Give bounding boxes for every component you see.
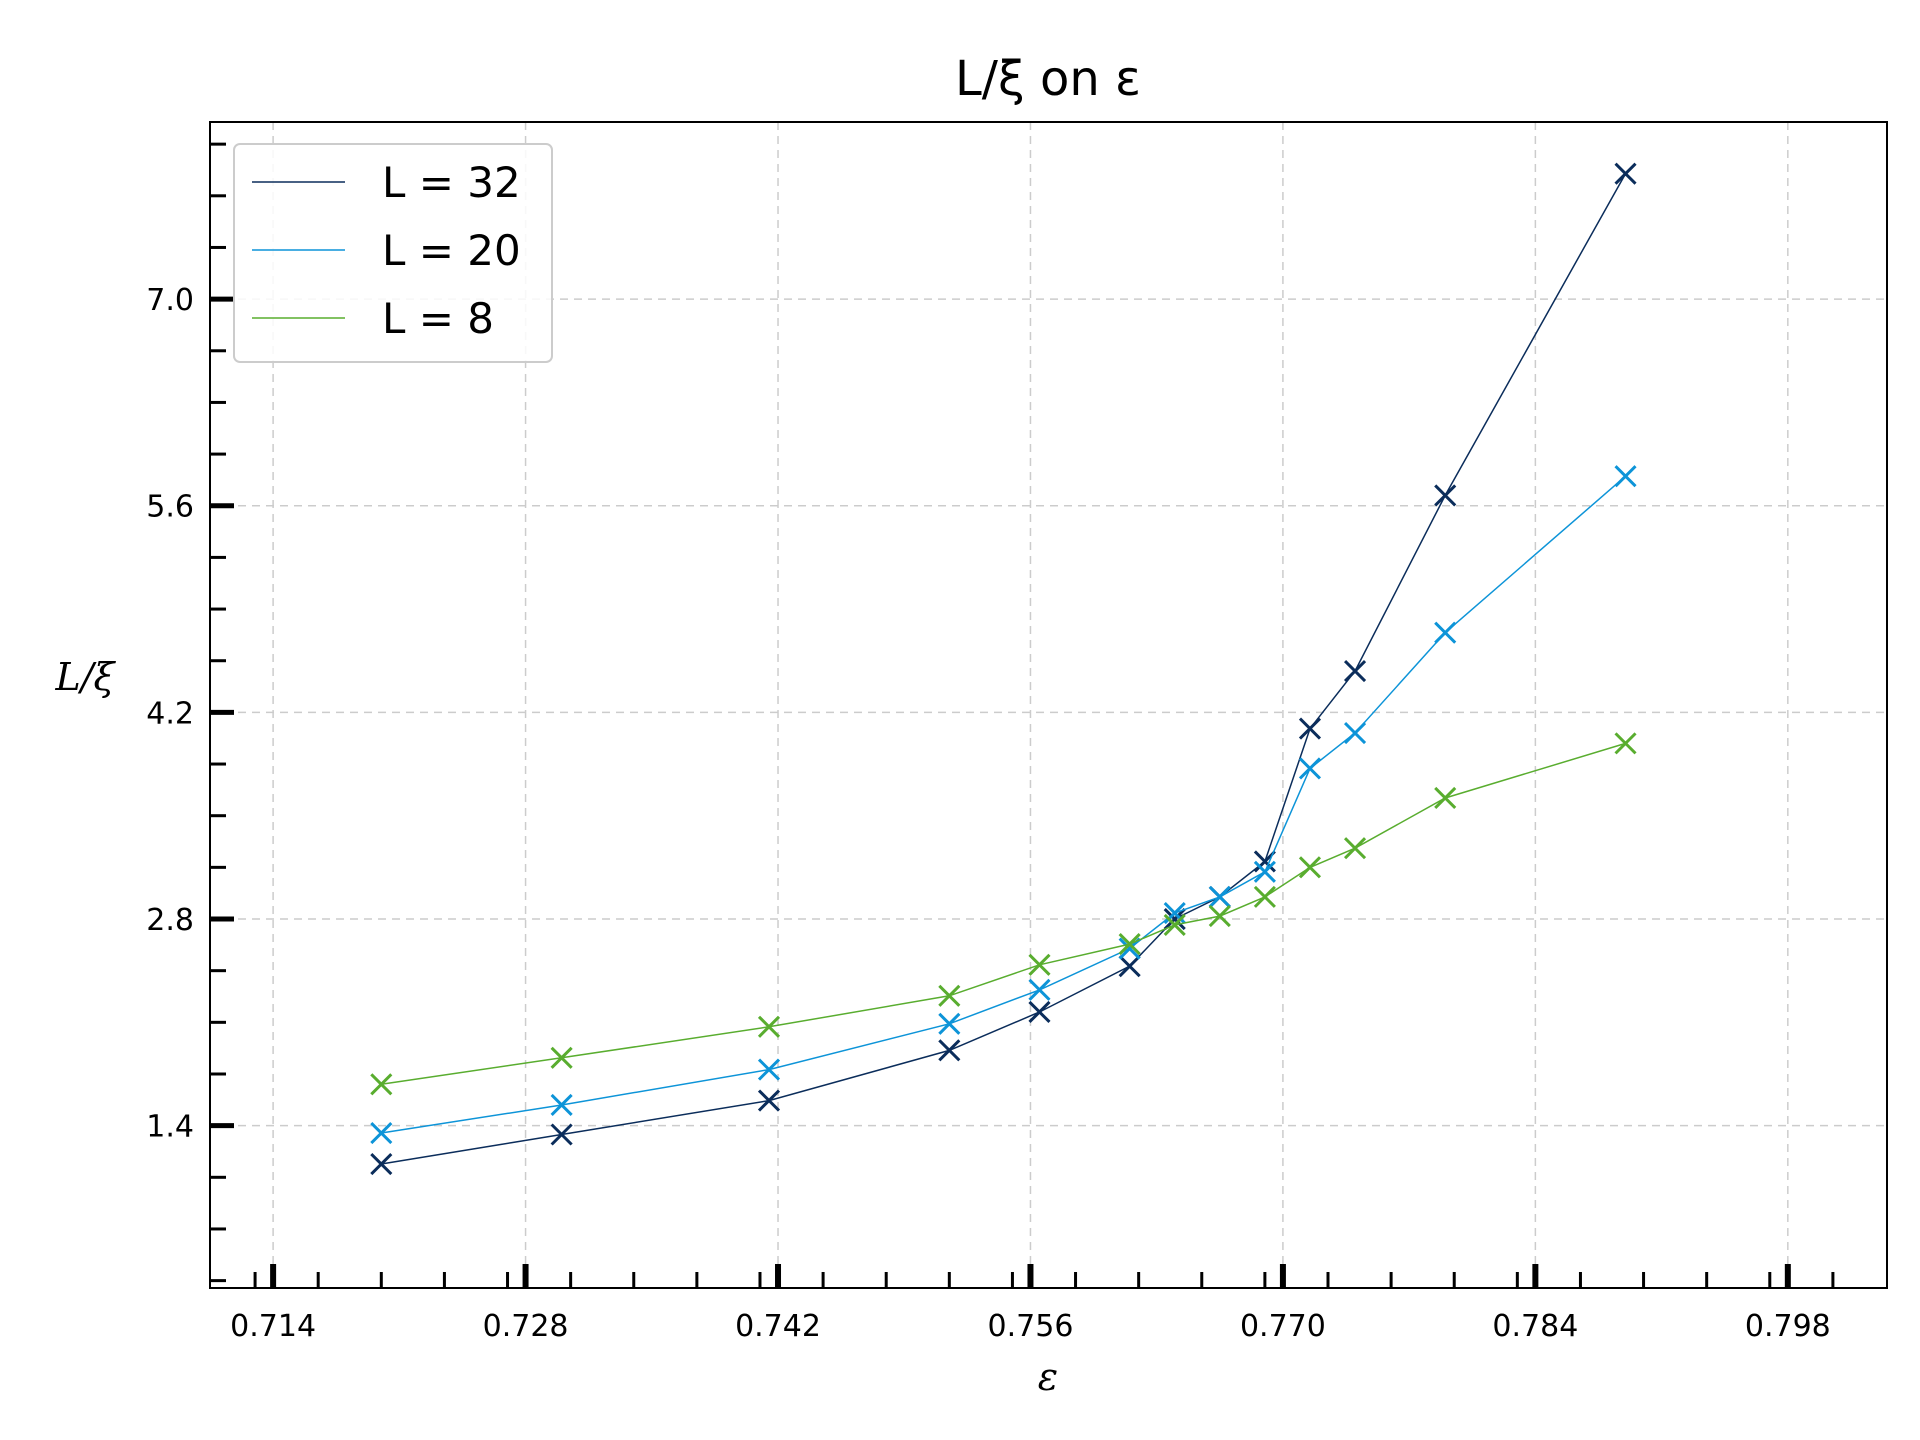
- data-point-marker: [1434, 621, 1457, 644]
- y-tick-label: 2.8: [146, 903, 194, 938]
- series-line: [381, 742, 1626, 1086]
- x-tick-label: 0.770: [1240, 1309, 1326, 1344]
- data-point-marker: [370, 1121, 393, 1145]
- data-point-marker: [1028, 1000, 1051, 1024]
- data-point-marker: [1253, 885, 1276, 908]
- x-axis-title: ε: [1038, 1355, 1058, 1399]
- data-point-marker: [938, 1012, 961, 1035]
- y-tick-label: 5.6: [146, 490, 194, 525]
- data-point-marker: [1118, 933, 1141, 956]
- data-point-marker: [938, 1039, 961, 1062]
- data-point-marker: [1298, 717, 1322, 740]
- y-tick-label: 1.4: [146, 1110, 194, 1145]
- data-point-marker: [1163, 913, 1186, 936]
- data-point-marker: [550, 1046, 573, 1069]
- data-point-marker: [550, 1123, 573, 1146]
- series-line: [381, 173, 1627, 1165]
- data-point-marker: [1343, 721, 1367, 745]
- data-point-marker: [1118, 955, 1141, 978]
- axis-ticks: 0.714 0.728 0.742 0.756 0.770 0.784 0.798 1.4 2.…: [146, 142, 1835, 1344]
- x-tick-label: 0.798: [1745, 1309, 1831, 1344]
- data-point-marker: [1343, 659, 1367, 683]
- data-point-marker: [1028, 953, 1051, 976]
- data-point-marker: [1208, 885, 1231, 908]
- data-point-marker: [1298, 856, 1322, 879]
- data-point-marker: [938, 984, 961, 1007]
- y-tick-label: 7.0: [146, 283, 194, 318]
- grid: [210, 122, 1887, 1288]
- x-tick-label: 0.784: [1492, 1309, 1578, 1344]
- data-point-marker: [1434, 786, 1457, 810]
- data-point-marker: [1614, 732, 1637, 755]
- data-point-marker: [1253, 860, 1276, 883]
- chart-title: L/ξ on ε: [955, 51, 1141, 107]
- legend-label: L = 8: [382, 294, 494, 343]
- x-tick-label: 0.714: [230, 1309, 316, 1344]
- legend-box: [233, 143, 553, 363]
- x-tick-label: 0.756: [988, 1309, 1074, 1344]
- data-point-marker: [1343, 837, 1367, 860]
- data-point-marker: [1298, 757, 1322, 780]
- data-point-marker: [757, 1058, 781, 1081]
- legend-label: L = 32: [382, 158, 521, 207]
- data-point-marker: [1434, 484, 1457, 507]
- legend-label: L = 20: [382, 226, 521, 275]
- data-point-marker: [370, 1152, 393, 1176]
- data-point-marker: [757, 1015, 781, 1038]
- data-point-marker: [1614, 162, 1637, 185]
- data-point-marker: [550, 1093, 573, 1117]
- data-point-marker: [1614, 465, 1637, 488]
- data-point-marker: [370, 1073, 393, 1096]
- data-point-marker: [1163, 907, 1186, 931]
- y-tick-label: 4.2: [146, 696, 194, 731]
- series-layer: [370, 162, 1637, 1176]
- data-point-marker: [1028, 978, 1051, 1001]
- data-point-marker: [757, 1089, 781, 1112]
- y-axis-title: L/ξ: [55, 655, 117, 699]
- x-tick-label: 0.728: [483, 1309, 569, 1344]
- data-point-marker: [1208, 905, 1231, 928]
- plot-frame: [209, 121, 1888, 1289]
- legend: L = 32 L = 20 L = 8: [233, 143, 553, 363]
- x-tick-label: 0.742: [735, 1309, 821, 1344]
